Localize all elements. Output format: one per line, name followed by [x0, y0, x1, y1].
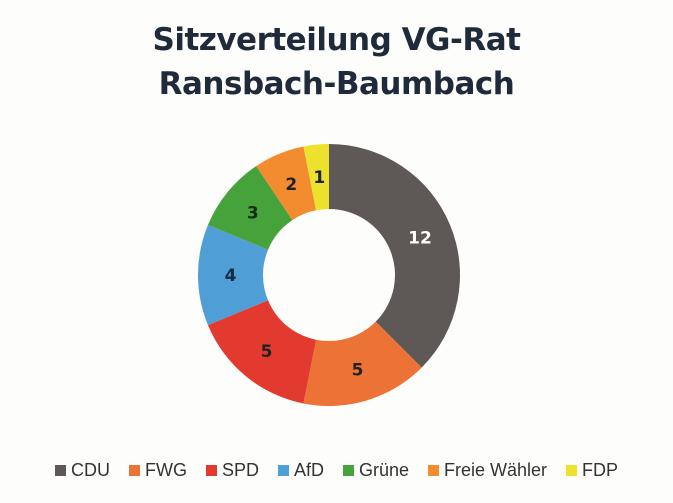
- legend-label: CDU: [70, 460, 110, 480]
- data-label: 5: [261, 342, 273, 362]
- legend: CDU FWG SPD AfD Grüne Freie Wähler FDP: [0, 460, 673, 481]
- data-label: 2: [285, 175, 297, 195]
- legend-item: FWG: [128, 460, 187, 481]
- slice-spd: [207, 300, 317, 404]
- data-label: 3: [247, 204, 259, 224]
- data-label: 4: [225, 266, 237, 286]
- legend-item: SPD: [205, 460, 259, 481]
- legend-swatch: [566, 465, 578, 476]
- slice-grüne: [207, 166, 293, 250]
- legend-item: Grüne: [342, 460, 410, 481]
- title-line-2: Ransbach-Baumbach: [158, 66, 515, 102]
- slice-cdu: [329, 144, 460, 368]
- legend-label: AfD: [293, 460, 324, 480]
- title-line-1: Sitzverteilung VG-Rat: [152, 22, 521, 58]
- slice-fdp: [303, 144, 329, 211]
- legend-swatch: [54, 465, 66, 476]
- legend-label: Grüne: [358, 460, 410, 480]
- legend-swatch: [277, 465, 289, 476]
- legend-swatch: [205, 465, 217, 476]
- legend-label: Freie Wähler: [444, 460, 548, 480]
- legend-label: FWG: [144, 460, 187, 480]
- slice-afd: [198, 224, 269, 326]
- legend-swatch: [342, 465, 354, 476]
- legend-item: AfD: [277, 460, 324, 481]
- chart-title: Sitzverteilung VG-Rat Ransbach-Baumbach: [0, 18, 673, 106]
- legend-item: FDP: [566, 460, 618, 481]
- data-label: 1: [313, 168, 325, 188]
- legend-label: SPD: [221, 460, 259, 480]
- legend-label: FDP: [582, 460, 619, 480]
- legend-item: Freie Wähler: [428, 460, 547, 481]
- slice-freie-wähler: [256, 146, 317, 221]
- legend-swatch: [428, 465, 440, 476]
- data-label: 5: [352, 360, 364, 380]
- data-label: 12: [408, 228, 432, 248]
- legend-swatch: [128, 465, 140, 476]
- legend-item: CDU: [54, 460, 110, 481]
- slice-fwg: [303, 321, 422, 406]
